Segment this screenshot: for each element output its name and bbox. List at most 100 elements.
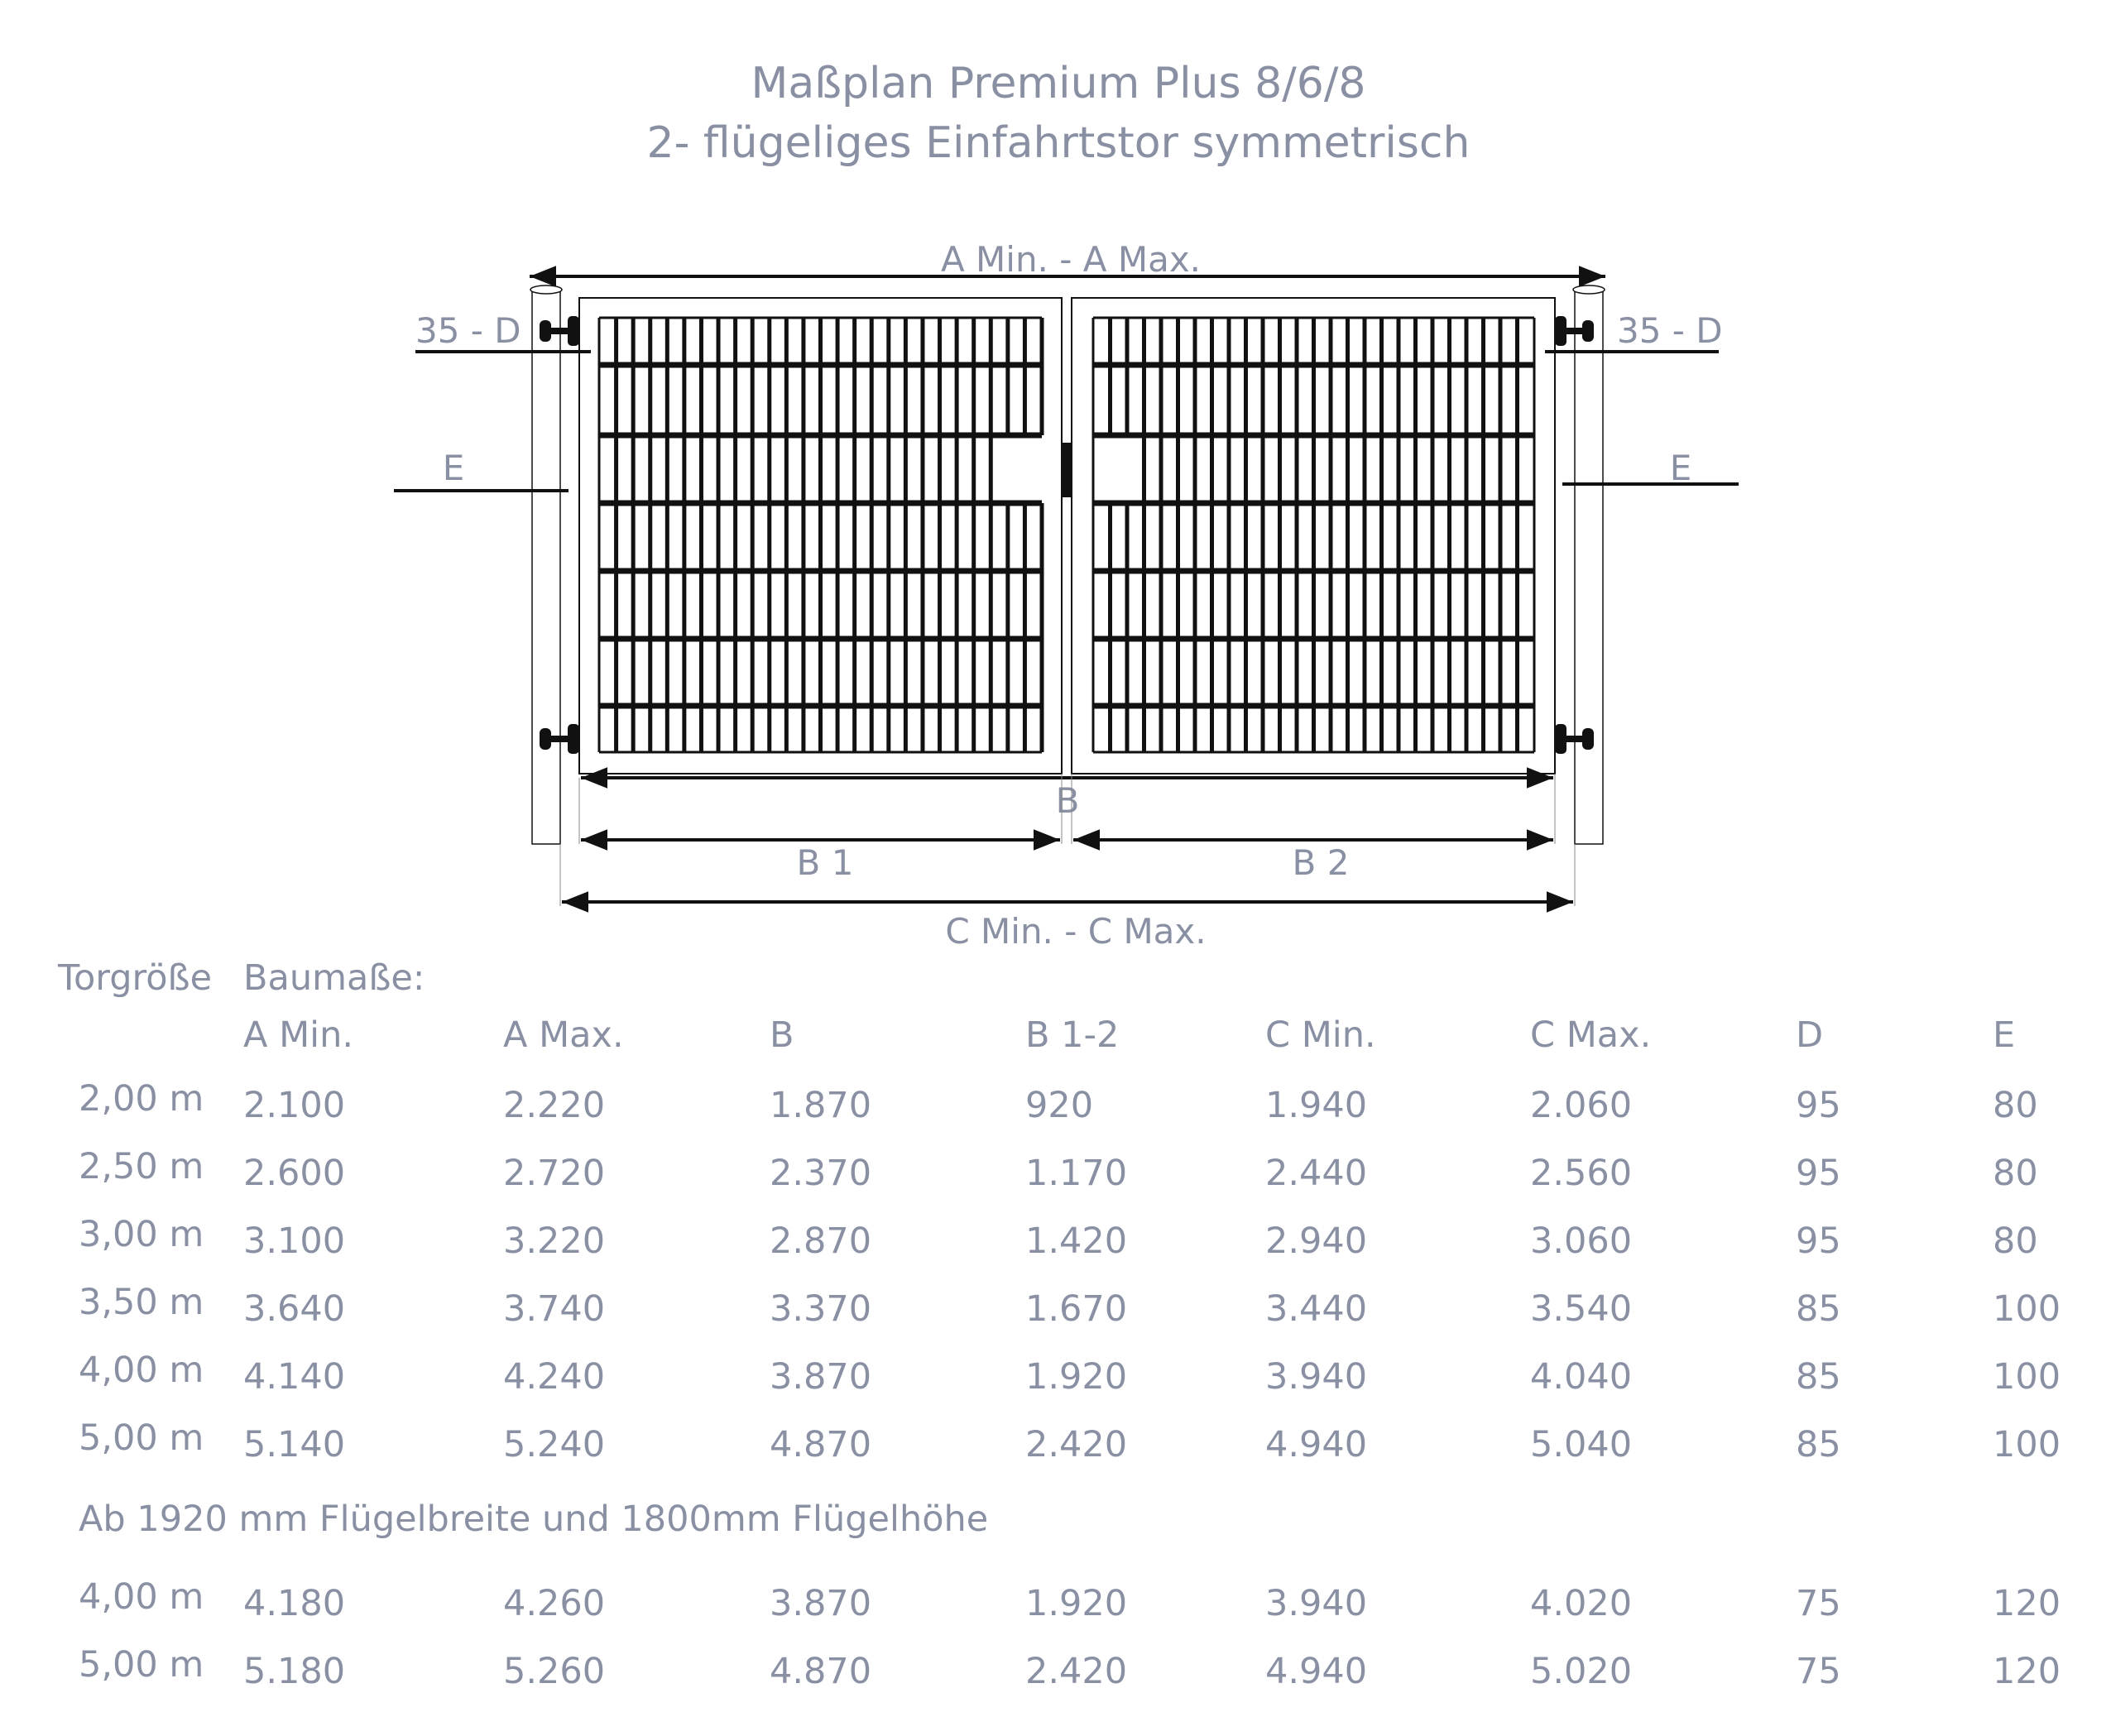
post-left xyxy=(531,289,561,845)
hinge-icon xyxy=(1555,316,1594,346)
post-left-cap xyxy=(530,285,563,295)
title-line-1: Maßplan Premium Plus 8/6/8 xyxy=(751,59,1366,108)
table-cell: 3.940 xyxy=(1265,1583,1367,1624)
table-cell: 5.260 xyxy=(503,1651,605,1692)
table-cell: 4.940 xyxy=(1265,1424,1367,1465)
post-right xyxy=(1574,289,1604,845)
table-cell: 95 xyxy=(1796,1085,1841,1126)
table-row: 5,00 m 5.140 5.240 4.870 2.420 4.940 5.040 85 10… xyxy=(79,1417,2061,1465)
column-headers: A Min. A Max. B B 1-2 C Min. C Max. D E xyxy=(243,1014,2015,1056)
table-cell: 100 xyxy=(1993,1424,2061,1465)
table-cell: 80 xyxy=(1993,1153,2038,1194)
table-cell: 3.870 xyxy=(770,1583,871,1624)
table-cell: 3.370 xyxy=(770,1288,871,1330)
column-header: C Min. xyxy=(1265,1014,1376,1056)
gate-size-cell: 3,00 m xyxy=(79,1214,204,1255)
table-cell: 2.560 xyxy=(1530,1153,1632,1194)
table-cell: 85 xyxy=(1796,1356,1841,1398)
table-cell: 4.870 xyxy=(770,1651,871,1692)
table-cell: 5.140 xyxy=(243,1424,345,1465)
table-cell: 4.940 xyxy=(1265,1651,1367,1692)
table-cell: 4.140 xyxy=(243,1356,345,1398)
label-d-left: 35 - D xyxy=(415,310,521,351)
table-cell: 2.600 xyxy=(243,1153,345,1194)
table-cell: 3.540 xyxy=(1530,1288,1632,1330)
table-cell: 2.870 xyxy=(770,1220,871,1262)
label-b2: B 2 xyxy=(1293,842,1350,883)
mesh-infill-right xyxy=(1091,316,1536,754)
column-header: B 1-2 xyxy=(1025,1014,1119,1056)
table-cell: 1.420 xyxy=(1025,1220,1127,1262)
gate-size-cell: 5,00 m xyxy=(79,1644,204,1686)
table-cell: 2.420 xyxy=(1025,1651,1127,1692)
gate-size-cell: 5,00 m xyxy=(79,1417,204,1459)
table-row: 4,00 m 4.180 4.260 3.870 1.920 3.940 4.020 75 12… xyxy=(79,1576,2061,1624)
table-cell: 95 xyxy=(1796,1153,1841,1194)
table-cell: 95 xyxy=(1796,1220,1841,1262)
label-e-right: E xyxy=(1670,448,1692,488)
table-cell: 5.040 xyxy=(1530,1424,1632,1465)
table-cell: 1.920 xyxy=(1025,1583,1127,1624)
column-header: D xyxy=(1796,1014,1823,1056)
table-cell: 2.100 xyxy=(243,1085,345,1126)
table-cell: 4.240 xyxy=(503,1356,605,1398)
gate-size-cell: 2,00 m xyxy=(79,1078,204,1120)
table-cell: 80 xyxy=(1993,1085,2038,1126)
lock-icon xyxy=(1062,443,1072,497)
table-cell: 2.440 xyxy=(1265,1153,1367,1194)
table-cell: 1.870 xyxy=(770,1085,871,1126)
table-cell: 120 xyxy=(1993,1583,2061,1624)
mesh-infill-left xyxy=(597,316,1044,754)
column-header: C Max. xyxy=(1530,1014,1651,1056)
table-cell: 1.170 xyxy=(1025,1153,1127,1194)
label-c: C Min. - C Max. xyxy=(945,911,1206,952)
gate-size-cell: 4,00 m xyxy=(79,1350,204,1391)
table-cell: 4.260 xyxy=(503,1583,605,1624)
table-cell: 2.420 xyxy=(1025,1424,1127,1465)
table-cell: 3.940 xyxy=(1265,1356,1367,1398)
table-extra-rows: 4,00 m 4.180 4.260 3.870 1.920 3.940 4.020 75 12… xyxy=(79,1576,2061,1692)
post-right-cap xyxy=(1572,285,1605,295)
gate-drawing: A Min. - A Max. 35 - D 35 - D E E B xyxy=(394,239,1739,952)
table-cell: 2.220 xyxy=(503,1085,605,1126)
table-cell: 4.180 xyxy=(243,1583,345,1624)
table-row: 2,00 m 2.100 2.220 1.870 920 1.940 2.060 95 80 xyxy=(79,1078,2038,1126)
table-cell: 920 xyxy=(1025,1085,1093,1126)
header-baumasse: Baumaße: xyxy=(243,957,425,999)
table-cell: 100 xyxy=(1993,1288,2061,1330)
table-cell: 100 xyxy=(1993,1356,2061,1398)
gate-size-cell: 4,00 m xyxy=(79,1576,204,1618)
table-cell: 2.720 xyxy=(503,1153,605,1194)
table-row: 5,00 m 5.180 5.260 4.870 2.420 4.940 5.020 75 12… xyxy=(79,1644,2061,1692)
table-cell: 5.020 xyxy=(1530,1651,1632,1692)
table-cell: 80 xyxy=(1993,1220,2038,1262)
table-cell: 2.060 xyxy=(1530,1085,1632,1126)
table-cell: 120 xyxy=(1993,1651,2061,1692)
table-row: 3,00 m 3.100 3.220 2.870 1.420 2.940 3.060 95 80 xyxy=(79,1214,2038,1262)
table-cell: 3.220 xyxy=(503,1220,605,1262)
title-line-2: 2- flügeliges Einfahrtstor symmetrisch xyxy=(647,118,1471,168)
table-cell: 3.440 xyxy=(1265,1288,1367,1330)
table-rows: 2,00 m 2.100 2.220 1.870 920 1.940 2.060 95 802,… xyxy=(79,1078,2061,1465)
table-cell: 4.040 xyxy=(1530,1356,1632,1398)
hinge-icon xyxy=(540,316,579,346)
gate-size-cell: 2,50 m xyxy=(79,1146,204,1187)
table-cell: 5.180 xyxy=(243,1651,345,1692)
table-cell: 3.640 xyxy=(243,1288,345,1330)
table-cell: 3.100 xyxy=(243,1220,345,1262)
label-e-left: E xyxy=(443,448,465,488)
hinge-icon xyxy=(1555,724,1594,754)
header-torgroesse: Torgröße xyxy=(57,957,212,999)
label-a: A Min. - A Max. xyxy=(941,239,1201,280)
label-b: B xyxy=(1056,780,1080,821)
column-header: B xyxy=(770,1014,794,1056)
table-row: 2,50 m 2.600 2.720 2.370 1.170 2.440 2.560 95 80 xyxy=(79,1146,2038,1194)
table-cell: 5.240 xyxy=(503,1424,605,1465)
table-cell: 1.940 xyxy=(1265,1085,1367,1126)
table-cell: 2.370 xyxy=(770,1153,871,1194)
table-cell: 85 xyxy=(1796,1288,1841,1330)
label-d-right: 35 - D xyxy=(1617,310,1723,351)
column-header: A Max. xyxy=(503,1014,624,1056)
table-cell: 3.870 xyxy=(770,1356,871,1398)
